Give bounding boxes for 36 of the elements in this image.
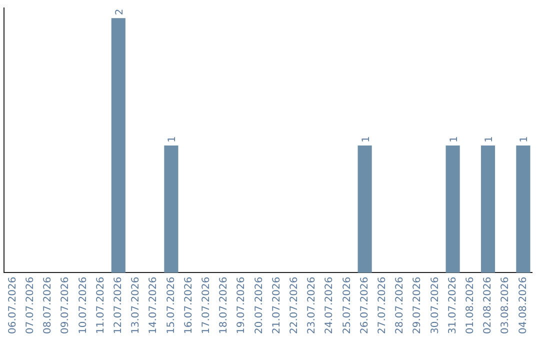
x-tick-label: 29.07.2026 — [412, 276, 424, 334]
x-tick-label: 09.07.2026 — [60, 276, 72, 334]
x-tick-label: 27.07.2026 — [376, 276, 388, 334]
x-tick-label: 02.08.2026 — [482, 276, 494, 334]
x-tick-label: 18.07.2026 — [218, 276, 230, 334]
x-tick-label: 26.07.2026 — [359, 276, 370, 334]
x-tick-label: 30.07.2026 — [430, 276, 441, 334]
x-tick-label: 31.07.2026 — [447, 276, 458, 334]
x-tick-label: 17.07.2026 — [200, 276, 212, 334]
x-tick-label: 16.07.2026 — [183, 276, 194, 334]
x-tick-label: 13.07.2026 — [130, 276, 142, 334]
x-tick-label: 25.07.2026 — [342, 276, 353, 334]
x-tick-label: 23.07.2026 — [306, 276, 318, 334]
x-tick-label: 28.07.2026 — [394, 276, 406, 334]
x-tick-label: 19.07.2026 — [236, 276, 248, 334]
x-tick-label: 03.08.2026 — [500, 276, 512, 334]
x-tick-label: 06.07.2026 — [7, 276, 18, 334]
x-tick-label: 22.07.2026 — [288, 276, 300, 334]
x-tick-label: 21.07.2026 — [271, 276, 282, 334]
x-tick-label: 14.07.2026 — [148, 276, 160, 334]
data-label: 1 — [484, 136, 495, 142]
x-tick-label: 10.07.2026 — [78, 276, 89, 334]
x-tick-label: 12.07.2026 — [112, 276, 124, 334]
x-tick-label: 04.08.2026 — [518, 276, 529, 334]
x-tick-label: 24.07.2026 — [324, 276, 336, 334]
x-tick-label: 08.07.2026 — [42, 276, 54, 334]
data-label: 2 — [114, 8, 126, 16]
data-label: 1 — [167, 136, 178, 142]
x-tick-label: 15.07.2026 — [166, 276, 177, 334]
data-label: 1 — [519, 136, 530, 142]
x-tick-label: 01.08.2026 — [464, 276, 476, 334]
x-tick-label: 11.07.2026 — [95, 276, 106, 334]
data-label: 1 — [448, 136, 460, 142]
x-tick-label: 07.07.2026 — [24, 276, 36, 334]
x-tick-label: 20.07.2026 — [254, 276, 265, 334]
data-label: 1 — [360, 136, 372, 142]
